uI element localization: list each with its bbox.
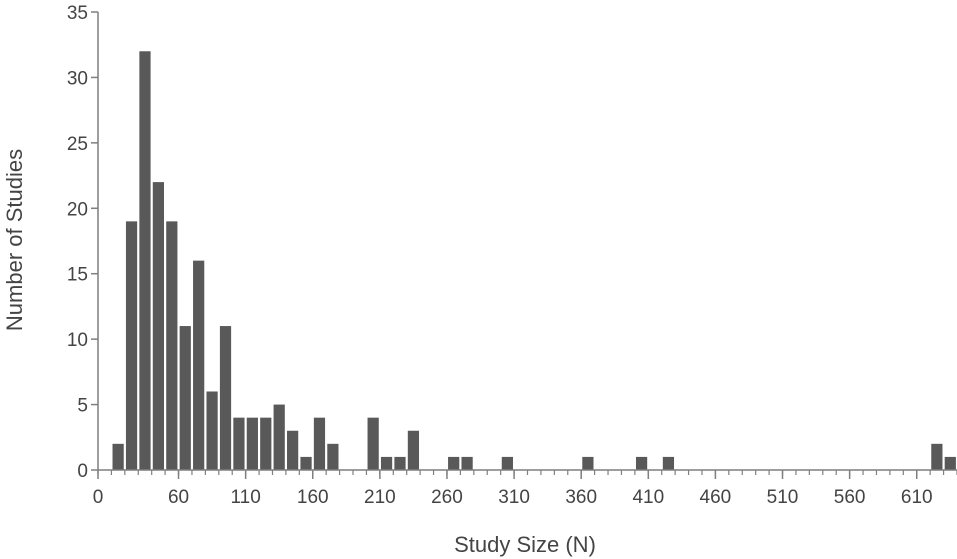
bar (273, 404, 285, 470)
bar (166, 221, 178, 470)
x-tick-label: 310 (498, 487, 530, 508)
x-tick-label: 260 (431, 487, 463, 508)
y-axis: 0 5 10 15 20 25 30 35 (67, 3, 99, 482)
bar (380, 456, 393, 470)
bar (407, 430, 420, 470)
bar (233, 417, 245, 470)
bar (461, 456, 473, 470)
y-tick-label: 5 (77, 396, 88, 417)
x-tick-label: 60 (168, 487, 189, 508)
bar (931, 443, 943, 470)
bar (582, 456, 594, 470)
x-tick-label: 610 (901, 487, 933, 508)
x-axis-title: Study Size (N) (454, 532, 596, 557)
y-axis-title: Number of Studies (2, 149, 27, 331)
bar (367, 417, 379, 470)
bar (260, 417, 272, 470)
bar (501, 456, 513, 470)
bar (944, 456, 956, 470)
x-tick-label: 360 (565, 487, 597, 508)
bar (112, 443, 124, 470)
y-tick-label: 15 (67, 265, 88, 286)
bar (448, 456, 460, 470)
bar (152, 182, 165, 471)
y-tick-label: 10 (67, 330, 88, 351)
bars-group (112, 51, 956, 471)
bar (193, 260, 205, 470)
bar (300, 456, 312, 470)
bar (394, 456, 406, 470)
bar (125, 221, 138, 470)
x-tick-label: 410 (632, 487, 664, 508)
bar (327, 443, 339, 470)
bar (246, 417, 258, 470)
x-axis: 0 60 110 160 210 260 310 360 410 460 510 560 610 (93, 469, 957, 508)
bar (139, 51, 151, 470)
bar (287, 430, 299, 470)
y-tick-label: 25 (67, 134, 88, 155)
y-tick-label: 35 (67, 3, 88, 24)
y-tick-label: 0 (77, 461, 88, 482)
x-tick-label: 510 (767, 487, 799, 508)
bar (219, 326, 232, 470)
y-tick-label: 20 (67, 199, 88, 220)
x-tick-label: 110 (230, 487, 260, 508)
x-tick-label: 560 (834, 487, 866, 508)
x-tick-label: 0 (93, 487, 104, 508)
bar (179, 326, 191, 470)
bar (206, 391, 218, 470)
x-tick-label: 160 (297, 487, 329, 508)
x-tick-label: 210 (364, 487, 396, 508)
bar (662, 456, 675, 470)
y-tick-label: 30 (67, 68, 88, 89)
bar (635, 456, 648, 470)
x-tick-label: 460 (700, 487, 732, 508)
bar (313, 417, 326, 470)
